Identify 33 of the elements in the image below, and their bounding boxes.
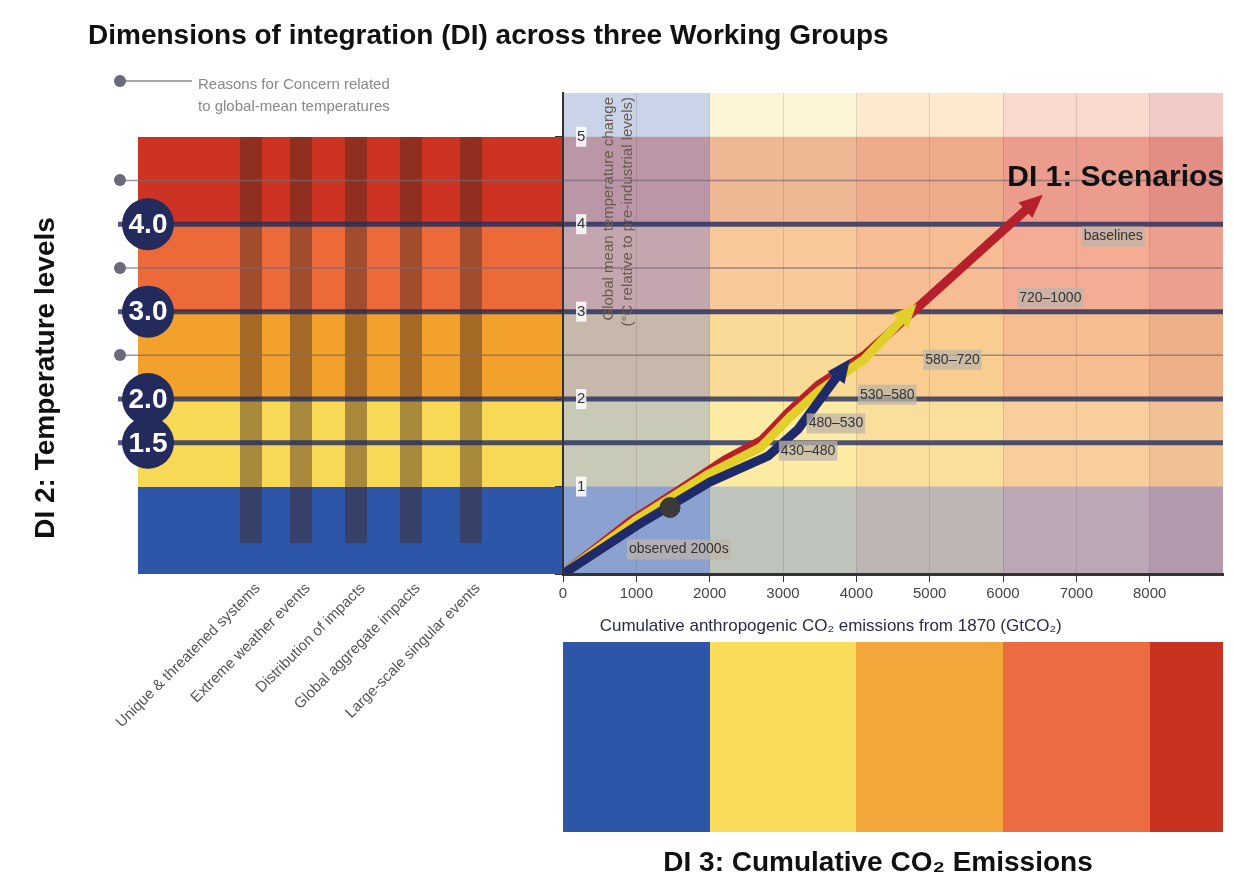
x-tick-label: 2000 [692, 584, 727, 602]
y-tick-label: 5 [577, 126, 586, 144]
x-tick-label: 5000 [912, 584, 947, 602]
y-tick-label: 4 [577, 214, 586, 232]
ref-line-label: 4.0 [128, 207, 168, 239]
chart-title: Dimensions of integration (DI) across three Working Groups [88, 19, 889, 50]
x-tick-label: 7000 [1059, 584, 1094, 602]
annotation: baselines [1083, 227, 1143, 244]
x-tick-label: 8000 [1132, 584, 1167, 602]
x-tick-label: 3000 [766, 584, 800, 602]
x-tick-label: 0 [558, 584, 568, 602]
x-tick-label: 6000 [986, 584, 1020, 602]
annotation: DI 1: Scenarios [1007, 159, 1224, 193]
annotation: 530–580 [860, 385, 915, 402]
text: DI 3: Cumulative CO₂ Emissions [663, 845, 1093, 877]
ref-line-label: 3.0 [128, 295, 168, 327]
annotation: 430–480 [780, 441, 836, 458]
ref-line-label: 1.5 [128, 426, 168, 458]
y-axis-title: Global mean temperature change (°C relative to pre-industrial levels) [599, 97, 635, 327]
x-axis-title: Cumulative anthropogenic CO₂ emissions from 1870 (GtCO₂) [599, 615, 1062, 635]
x-tick-label: 1000 [619, 584, 654, 602]
point [659, 497, 681, 519]
y-tick-label: 2 [577, 389, 586, 407]
y-tick-label: 3 [577, 301, 586, 319]
annotation: 720–1000 [1019, 288, 1082, 305]
annotation: 480–530 [808, 414, 864, 431]
annotation: 580–720 [925, 350, 980, 367]
text: DI 2: Temperature levels [28, 217, 60, 539]
y-tick-label: 1 [577, 476, 586, 494]
ref-line-label: 2.0 [128, 382, 168, 414]
x-tick-label: 4000 [839, 584, 874, 602]
annotation: observed 2000s [629, 540, 729, 557]
text: Reasons for Concern related to global-mean temperatures [198, 75, 390, 115]
